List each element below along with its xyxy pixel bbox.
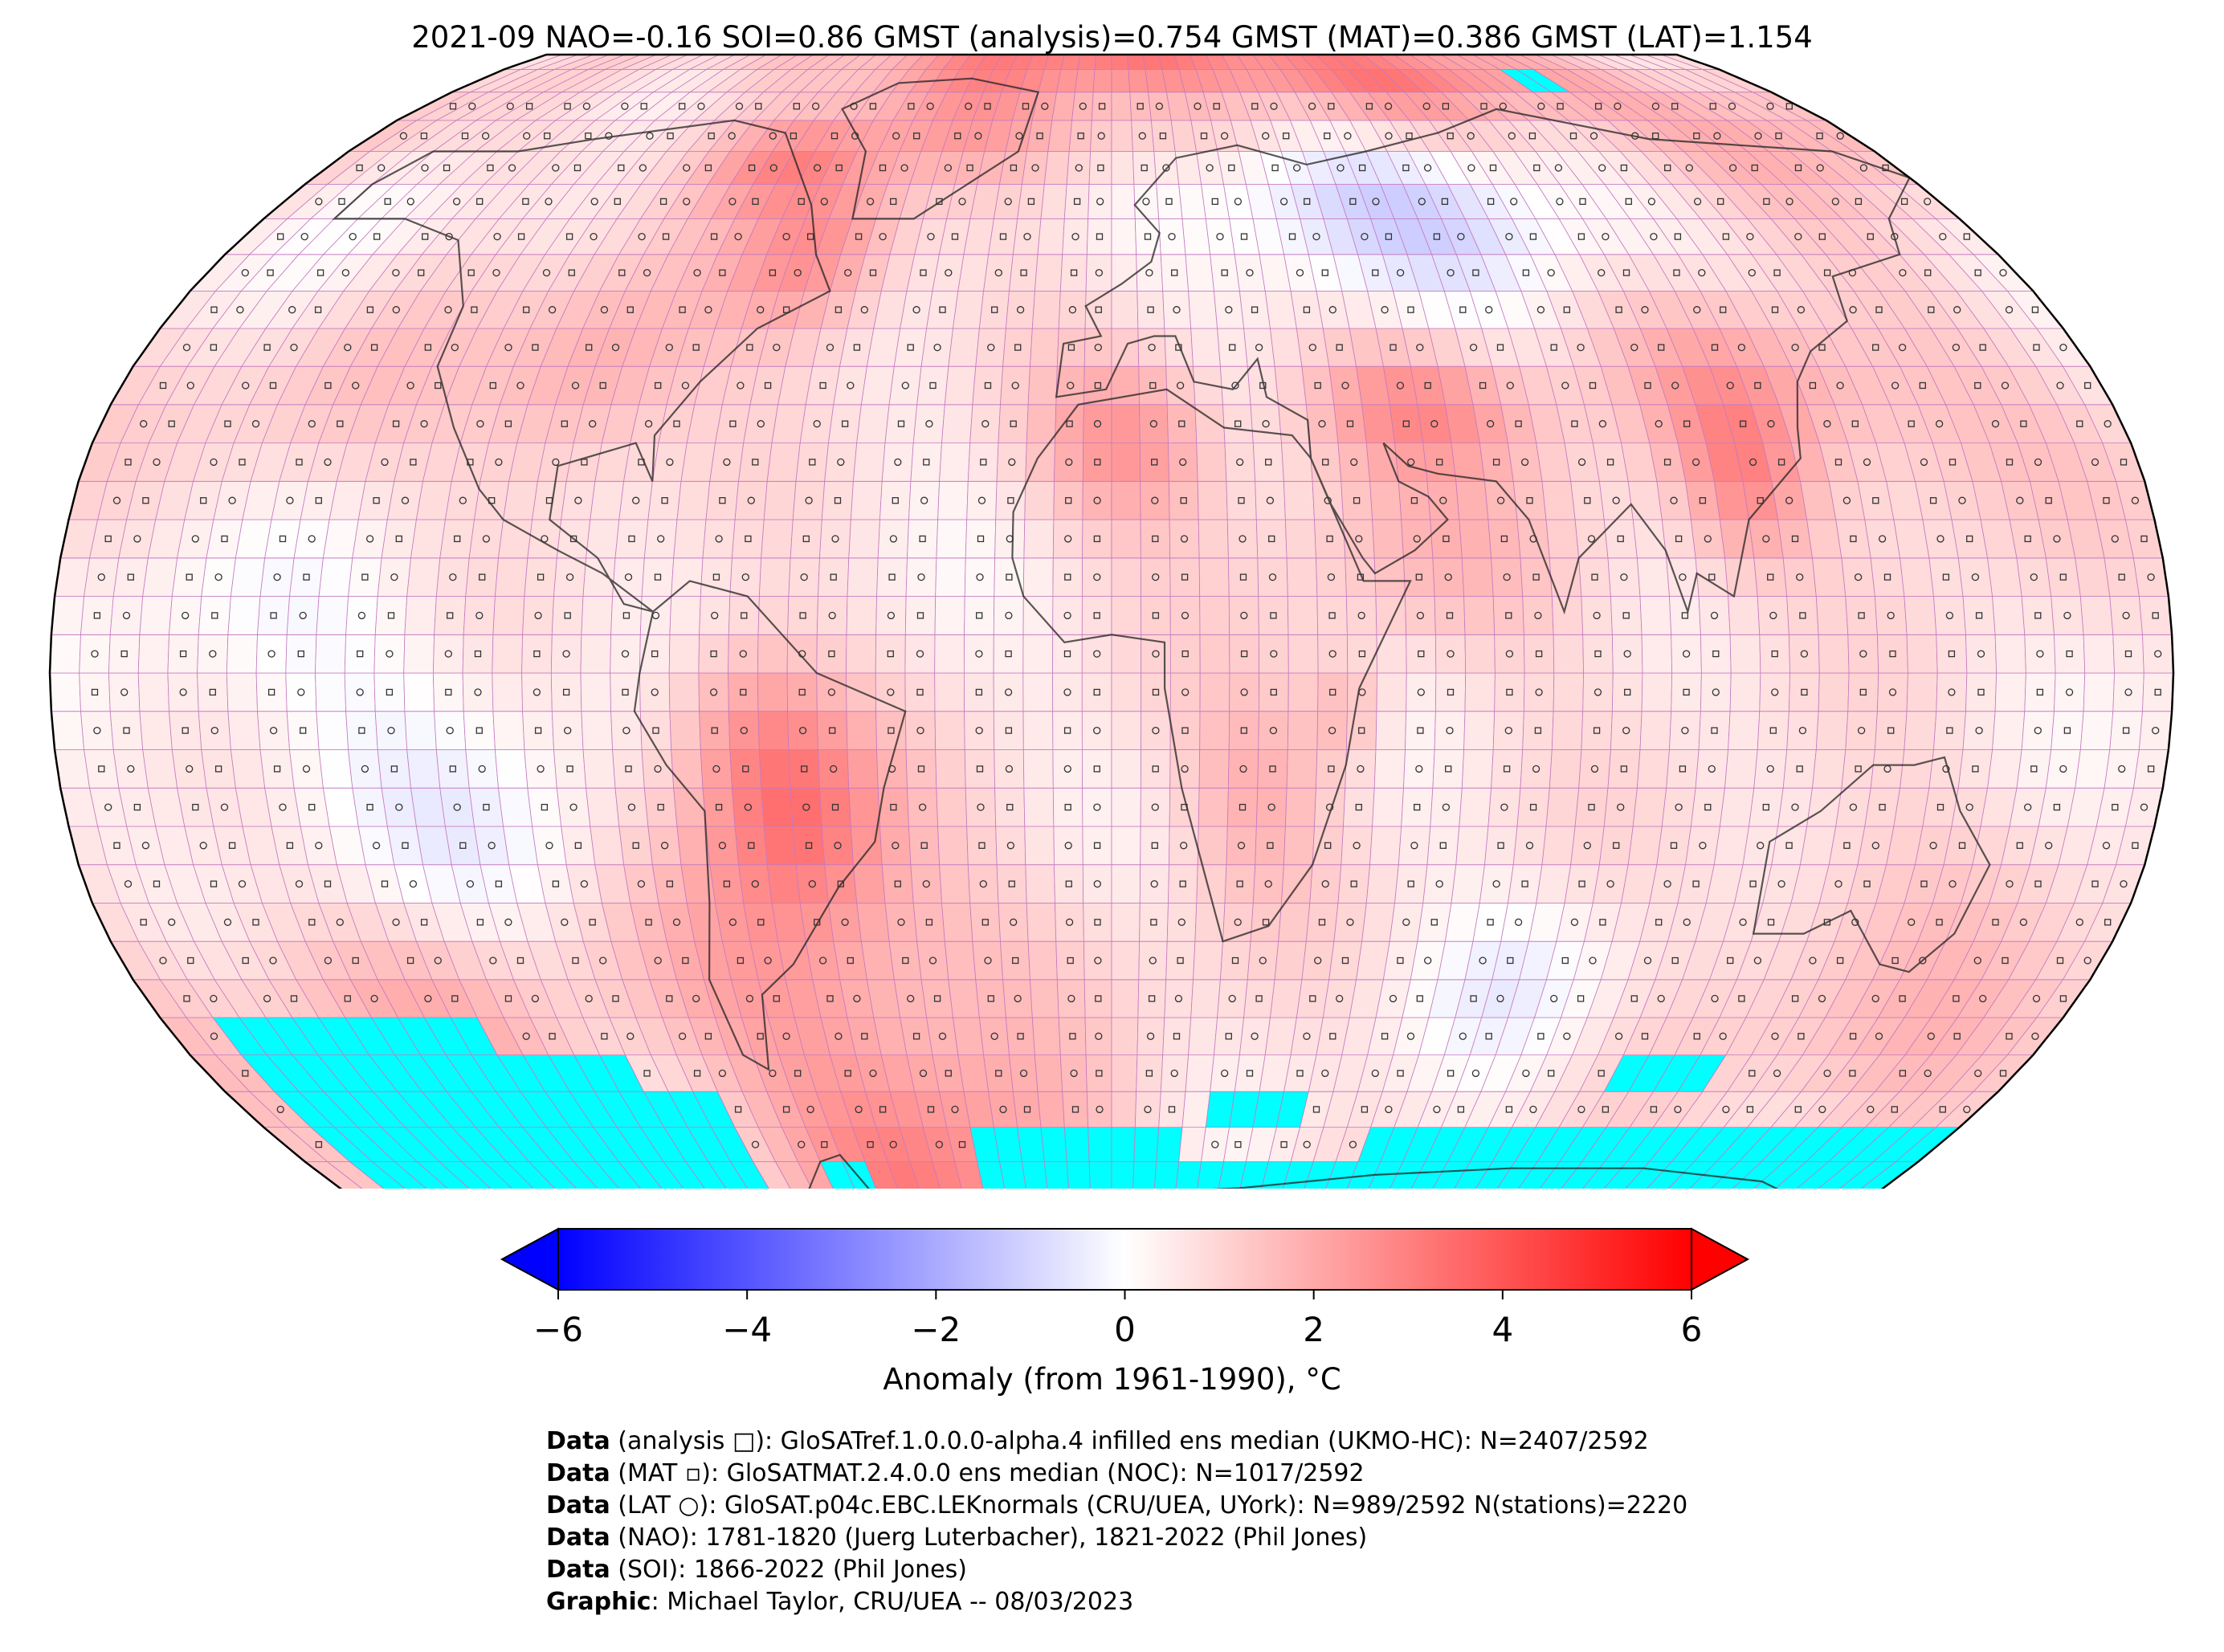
credit-head: Data	[546, 1427, 610, 1455]
credit-line: Data (LAT ○): GloSAT.p04c.EBC.LEKnormals…	[546, 1490, 1687, 1522]
colorbar-tick-label: −6	[533, 1310, 583, 1349]
colorbar-extend-high	[1691, 1227, 1750, 1291]
colorbar-label: Anomaly (from 1961-1990), °C	[883, 1362, 1341, 1397]
colorbar-tick-label: −2	[911, 1310, 961, 1349]
credit-text: : Michael Taylor, CRU/UEA -- 08/03/2023	[651, 1588, 1134, 1616]
colorbar-ticks	[557, 1290, 1692, 1299]
credit-text: (LAT ○): GloSAT.p04c.EBC.LEKnormals (CRU…	[610, 1491, 1688, 1519]
credit-text: (analysis □): GloSATref.1.0.0.0-alpha.4 …	[610, 1427, 1649, 1455]
credit-head: Data	[546, 1491, 610, 1519]
credit-line: Data (SOI): 1866-2022 (Phil Jones)	[546, 1554, 1687, 1586]
credit-line: Data (NAO): 1781-1820 (Juerg Luterbacher…	[546, 1522, 1687, 1554]
colorbar-tick-label: 2	[1303, 1310, 1325, 1349]
credit-line: Graphic: Michael Taylor, CRU/UEA -- 08/0…	[546, 1586, 1687, 1618]
anomaly-grid	[50, 55, 2173, 1189]
colorbar-extend-low	[500, 1227, 559, 1291]
colorbar-tick-label: −4	[722, 1310, 773, 1349]
colorbar-tick-label: 4	[1492, 1310, 1514, 1349]
colorbar-tick-label: 0	[1114, 1310, 1136, 1349]
anomaly-map	[48, 53, 2175, 1189]
credit-head: Data	[546, 1524, 610, 1552]
map-title: 2021-09 NAO=-0.16 SOI=0.86 GMST (analysi…	[411, 20, 1813, 55]
credit-text: (MAT ▫): GloSATMAT.2.4.0.0 ens median (N…	[610, 1459, 1365, 1487]
credit-line: Data (MAT ▫): GloSATMAT.2.4.0.0 ens medi…	[546, 1458, 1687, 1490]
credit-text: (NAO): 1781-1820 (Juerg Luterbacher), 18…	[610, 1524, 1368, 1552]
credit-head: Data	[546, 1459, 610, 1487]
credit-text: (SOI): 1866-2022 (Phil Jones)	[610, 1556, 967, 1584]
colorbar-body	[557, 1228, 1692, 1291]
colorbar-tick-label: 6	[1680, 1310, 1703, 1349]
credit-line: Data (analysis □): GloSATref.1.0.0.0-alp…	[546, 1426, 1687, 1458]
credits-block: Data (analysis □): GloSATref.1.0.0.0-alp…	[546, 1426, 1687, 1618]
credit-head: Data	[546, 1556, 610, 1584]
colorbar	[500, 1227, 1750, 1299]
credit-head: Graphic	[546, 1588, 651, 1616]
